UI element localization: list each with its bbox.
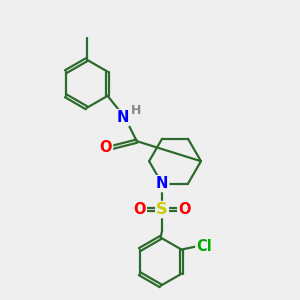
Text: H: H <box>131 104 141 117</box>
Text: Cl: Cl <box>196 239 212 254</box>
Text: O: O <box>100 140 112 154</box>
Text: N: N <box>116 110 129 125</box>
Text: O: O <box>134 202 146 217</box>
Text: S: S <box>156 202 168 217</box>
Text: N: N <box>156 176 168 191</box>
Text: O: O <box>178 202 191 217</box>
